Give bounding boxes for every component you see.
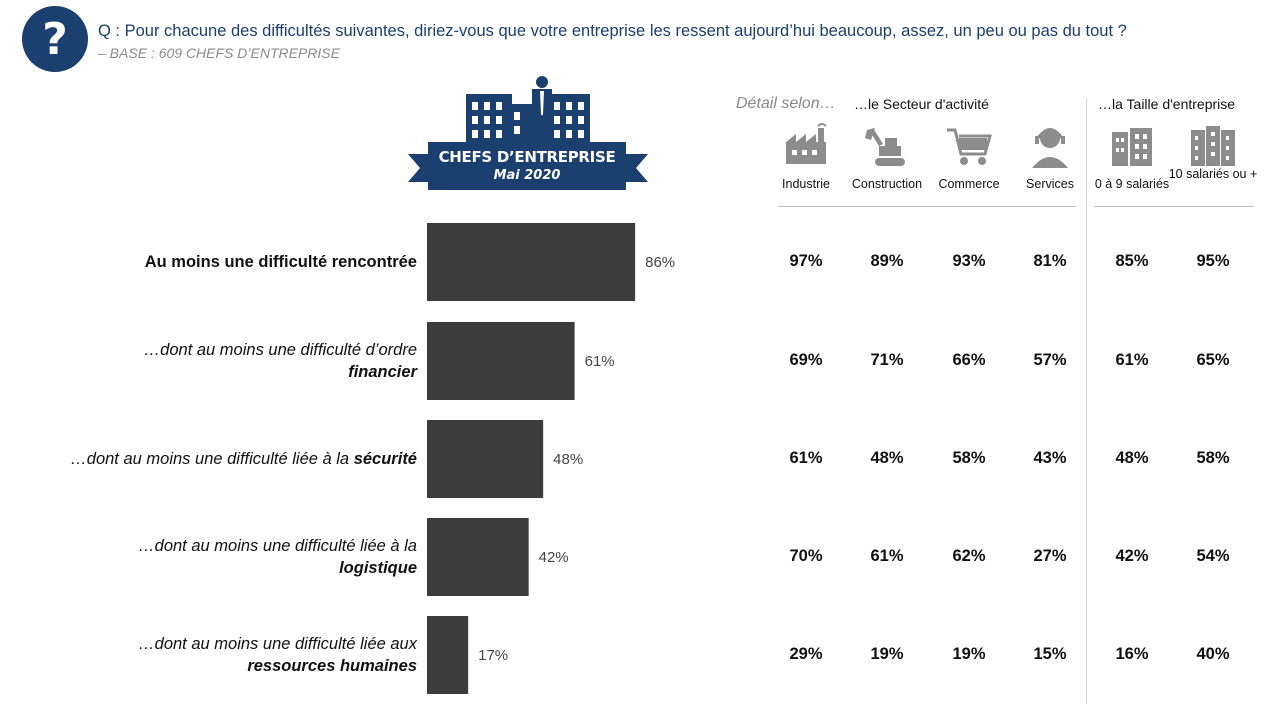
bar [427,518,529,596]
category-label-text: …dont au moins une difficulté d’ordre [143,341,417,359]
table-cell: 61% [789,449,823,467]
category-label-emphasis: financier [348,363,417,381]
category-label: …dont au moins une difficulté liée aux re… [17,633,417,677]
size-heading: …la Taille d'entreprise [1098,96,1236,112]
chefs-entreprise-badge: CHEFS D’ENTREPRISE Mai 2020 [404,74,652,192]
table-cell: 48% [1115,449,1149,467]
table-cell: 54% [1196,547,1230,565]
question-mark-icon: ? [22,6,88,72]
bar-value-label: 17% [478,647,508,664]
detail-prefix: Détail selon… [736,95,836,112]
question-text: Q : Pour chacune des difficultés suivant… [98,22,1127,40]
table-cell: 85% [1115,252,1149,270]
table-cell: 81% [1033,252,1067,270]
bar-value-label: 86% [645,254,675,271]
table-cell: 71% [870,351,904,369]
table-cell: 93% [952,252,986,270]
table-cell: 29% [789,645,823,663]
category-label-text: Au moins une difficulté rencontrée [144,253,417,271]
bar [427,616,469,694]
bar [427,322,575,400]
table-cell: 57% [1033,351,1067,369]
table-cell: 61% [870,547,904,565]
badge-title: CHEFS D’ENTREPRISE [438,148,616,166]
bar [427,420,544,498]
table-cell: 70% [789,547,823,565]
bar [427,223,636,301]
column-label: Services [1026,177,1074,191]
category-label: …dont au moins une difficulté liée à la … [17,448,417,470]
shopping-cart-icon [943,122,995,170]
small-building-icon [1106,122,1158,170]
category-label: …dont au moins une difficulté d’ordre fin… [17,339,417,383]
table-cell: 66% [952,351,986,369]
category-label: …dont au moins une difficulté liée à la l… [17,535,417,579]
table-cell: 97% [789,252,823,270]
excavator-icon [861,122,913,170]
category-label-emphasis: logistique [339,559,417,577]
column-label: Industrie [782,177,830,191]
column-label: 0 à 9 salariés [1094,177,1170,191]
table-cell: 15% [1033,645,1067,663]
size-underline [1094,206,1254,207]
sector-underline [778,206,1076,207]
bar-value-label: 42% [539,549,569,566]
category-label-emphasis: sécurité [353,450,417,468]
table-cell: 16% [1115,645,1149,663]
column-label: Commerce [938,177,1000,191]
size-divider [1086,98,1087,704]
table-cell: 43% [1033,449,1067,467]
factory-icon [780,122,832,170]
sector-heading: …le Secteur d'activité [854,96,989,112]
customer-service-headset-icon [1024,122,1076,170]
column-label: Construction [851,177,923,191]
table-cell: 62% [952,547,986,565]
table-cell: 69% [789,351,823,369]
table-cell: 95% [1196,252,1230,270]
bar-value-label: 48% [553,451,583,468]
category-label: Au moins une difficulté rencontrée [17,251,417,273]
table-cell: 58% [952,449,986,467]
table-cell: 40% [1196,645,1230,663]
category-label-emphasis: ressources humaines [247,657,417,675]
table-cell: 48% [870,449,904,467]
table-cell: 65% [1196,351,1230,369]
category-label-text: …dont au moins une difficulté liée aux [138,635,417,653]
badge-band: CHEFS D’ENTREPRISE Mai 2020 [428,142,626,190]
large-building-icon [1187,122,1239,170]
table-cell: 42% [1115,547,1149,565]
office-buildings-businessman-icon [408,76,648,182]
table-cell: 58% [1196,449,1230,467]
category-label-text: …dont au moins une difficulté liée à la [70,450,354,468]
base-note: – BASE : 609 CHEFS D’ENTREPRISE [98,45,340,61]
bar-value-label: 61% [585,353,615,370]
table-cell: 89% [870,252,904,270]
column-label: 10 salariés ou + [1168,167,1258,181]
category-label-text: …dont au moins une difficulté liée à la [138,537,417,555]
table-cell: 61% [1115,351,1149,369]
table-cell: 19% [870,645,904,663]
table-cell: 27% [1033,547,1067,565]
table-cell: 19% [952,645,986,663]
badge-subtitle: Mai 2020 [493,168,561,183]
